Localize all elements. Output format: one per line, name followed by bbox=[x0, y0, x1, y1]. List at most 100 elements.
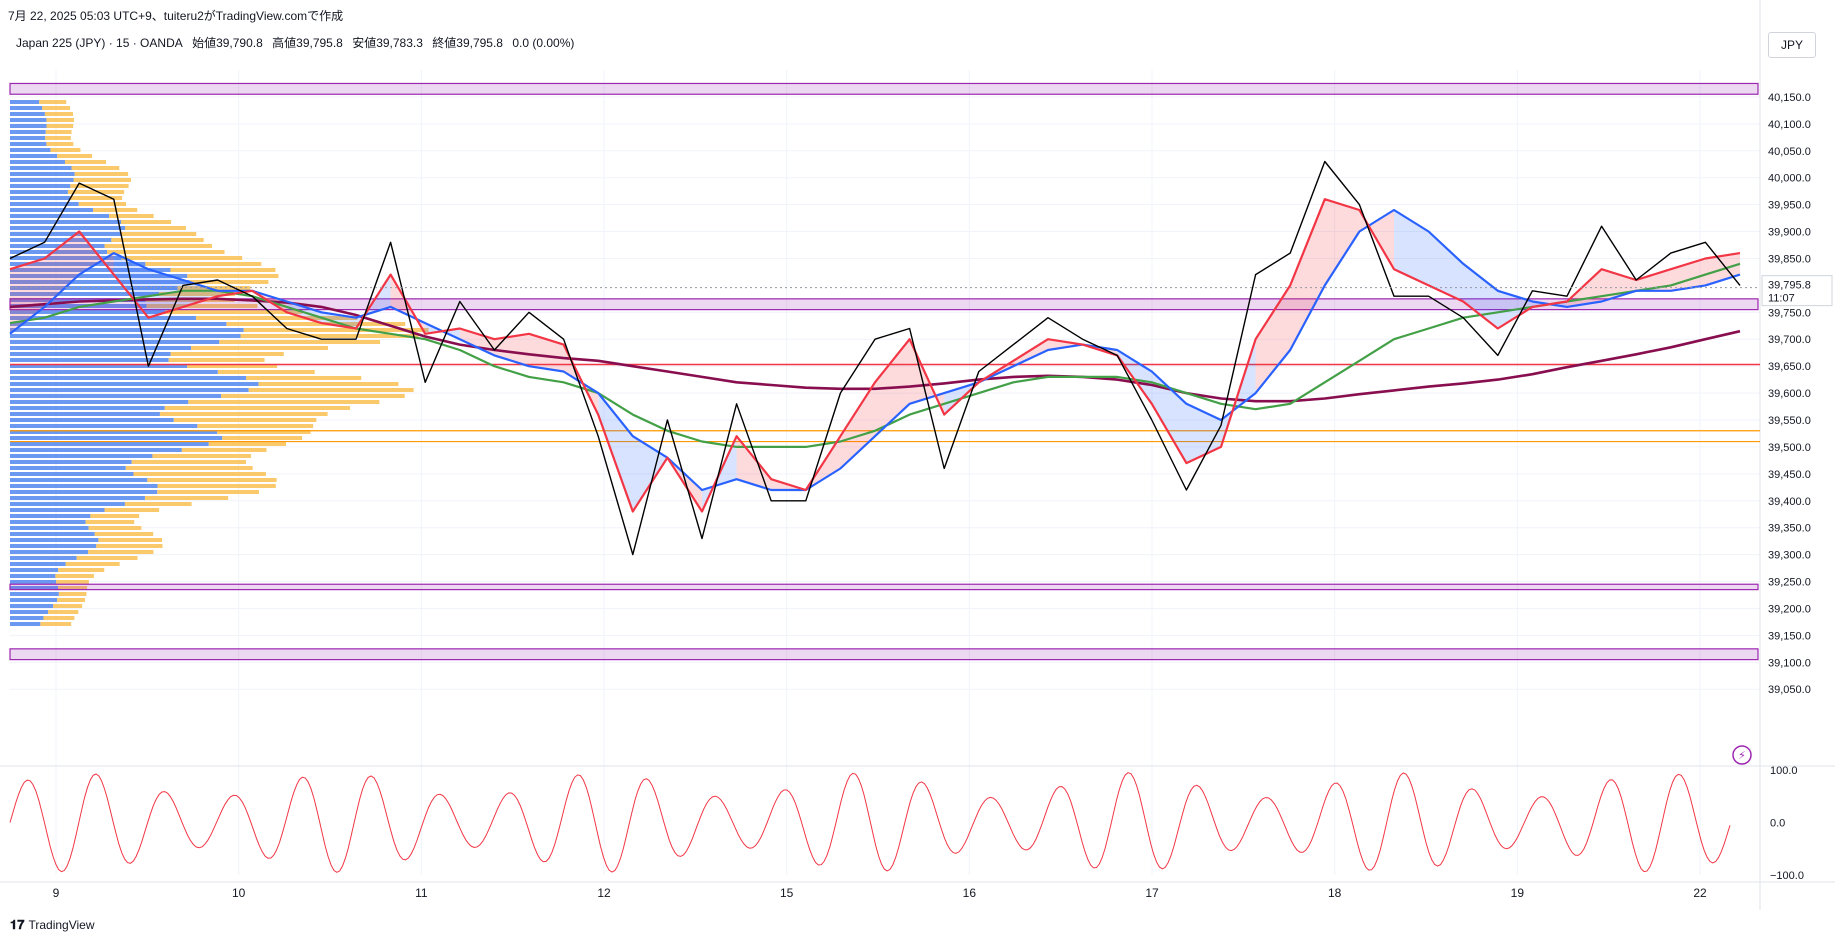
price-tick-1: 40,100.0 bbox=[1768, 119, 1811, 131]
snapshot-caption: 7月 22, 2025 05:03 UTC+9、tuiteru2がTrading… bbox=[8, 9, 344, 23]
vp-up-bar-65 bbox=[10, 490, 158, 494]
price-levels bbox=[10, 363, 1760, 443]
ma-fill-47 bbox=[1636, 269, 1671, 291]
vp-up-bar-84 bbox=[10, 604, 54, 608]
osc-tick-2: −100.0 bbox=[1770, 870, 1804, 882]
vp-down-bar-64 bbox=[157, 484, 276, 488]
currency-button[interactable]: JPY bbox=[1768, 32, 1816, 58]
vp-up-bar-79 bbox=[10, 574, 56, 578]
vp-down-bar-73 bbox=[98, 538, 163, 542]
date-tick-6: 17 bbox=[1145, 886, 1159, 900]
vp-up-bar-46 bbox=[10, 376, 247, 380]
vp-up-bar-56 bbox=[10, 436, 223, 440]
vp-down-bar-43 bbox=[168, 358, 265, 362]
date-tick-0: 9 bbox=[53, 886, 60, 900]
price-tick-2: 40,050.0 bbox=[1768, 146, 1811, 158]
vp-down-bar-0 bbox=[39, 100, 67, 104]
vp-up-bar-54 bbox=[10, 424, 198, 428]
tv-logo-text: TradingView bbox=[28, 918, 95, 932]
ohlc-close: 終値39,795.8 bbox=[432, 36, 503, 50]
tv-logo-icon: 𝟏𝟕 bbox=[10, 917, 25, 932]
vp-up-bar-58 bbox=[10, 448, 182, 452]
ma-fill-38 bbox=[1324, 199, 1360, 286]
vp-down-bar-38 bbox=[243, 328, 429, 332]
vp-down-bar-8 bbox=[50, 148, 81, 152]
vp-down-bar-79 bbox=[55, 574, 94, 578]
vp-up-bar-8 bbox=[10, 148, 51, 152]
vp-down-bar-52 bbox=[159, 412, 328, 416]
price-tick-18: 39,200.0 bbox=[1768, 603, 1811, 615]
vp-up-bar-25 bbox=[10, 250, 107, 254]
vp-down-bar-14 bbox=[70, 184, 129, 188]
price-tick-20: 39,100.0 bbox=[1768, 657, 1811, 669]
series-line-0 bbox=[9, 160, 1741, 556]
vp-down-bar-50 bbox=[188, 400, 380, 404]
vp-up-bar-70 bbox=[10, 520, 86, 524]
vp-up-bar-4 bbox=[10, 124, 47, 128]
vp-up-bar-74 bbox=[10, 544, 97, 548]
vp-up-bar-41 bbox=[10, 346, 192, 350]
vp-down-bar-3 bbox=[46, 118, 75, 122]
vp-up-bar-87 bbox=[10, 622, 41, 626]
flash-icon[interactable]: ⚡ bbox=[1732, 745, 1752, 765]
vp-down-bar-72 bbox=[94, 532, 154, 536]
vp-up-bar-78 bbox=[10, 568, 59, 572]
vp-down-bar-31 bbox=[177, 286, 251, 290]
ma-fill-20 bbox=[702, 436, 737, 512]
date-tick-3: 12 bbox=[597, 886, 611, 900]
vp-up-bar-43 bbox=[10, 358, 169, 362]
ma-fill-34 bbox=[1186, 403, 1221, 464]
vp-down-bar-24 bbox=[104, 244, 212, 248]
vp-up-bar-77 bbox=[10, 562, 66, 566]
vp-down-bar-75 bbox=[88, 550, 154, 554]
ohlc-change: 0.0 (0.00%) bbox=[512, 36, 575, 50]
vp-up-bar-39 bbox=[10, 334, 241, 338]
vp-down-bar-35 bbox=[165, 310, 303, 314]
vp-down-bar-60 bbox=[131, 460, 246, 464]
osc-tick-1: 0.0 bbox=[1770, 818, 1785, 830]
vp-down-bar-83 bbox=[57, 598, 86, 602]
vp-up-bar-82 bbox=[10, 592, 59, 596]
price-tick-5: 39,900.0 bbox=[1768, 227, 1811, 239]
vp-up-bar-38 bbox=[10, 328, 244, 332]
ma-fill-9 bbox=[321, 312, 356, 329]
price-tick-17: 39,250.0 bbox=[1768, 577, 1811, 589]
vp-up-bar-50 bbox=[10, 400, 189, 404]
vp-down-bar-57 bbox=[208, 442, 287, 446]
vp-up-bar-52 bbox=[10, 412, 160, 416]
vp-down-bar-42 bbox=[170, 352, 284, 356]
vp-down-bar-39 bbox=[240, 334, 419, 338]
vp-down-bar-84 bbox=[53, 604, 83, 608]
ma-fill-37 bbox=[1290, 199, 1325, 350]
vp-down-bar-78 bbox=[58, 568, 105, 572]
osc-tick-0: 100.0 bbox=[1770, 765, 1798, 777]
ma-fill-17 bbox=[598, 393, 633, 512]
ma-fill-0 bbox=[10, 258, 45, 334]
ma-fill-42 bbox=[1463, 263, 1498, 329]
date-tick-1: 10 bbox=[232, 886, 246, 900]
vp-down-bar-53 bbox=[173, 418, 317, 422]
vp-up-bar-7 bbox=[10, 142, 47, 146]
vp-down-bar-46 bbox=[246, 376, 362, 380]
zone-3 bbox=[9, 648, 1759, 661]
vp-down-bar-56 bbox=[222, 436, 303, 440]
vp-up-bar-17 bbox=[10, 202, 79, 206]
vp-down-bar-12 bbox=[74, 172, 129, 176]
tradingview-logo[interactable]: 𝟏𝟕 TradingView bbox=[10, 917, 95, 933]
vp-up-bar-24 bbox=[10, 244, 105, 248]
vp-down-bar-62 bbox=[133, 472, 266, 476]
vp-down-bar-69 bbox=[90, 514, 140, 518]
vp-down-bar-37 bbox=[226, 322, 406, 326]
vp-down-bar-28 bbox=[170, 268, 276, 272]
ma-fill-33 bbox=[1151, 371, 1187, 464]
vp-down-bar-71 bbox=[88, 526, 142, 530]
vp-down-bar-20 bbox=[121, 220, 172, 224]
vp-up-bar-3 bbox=[10, 118, 47, 122]
vp-up-bar-60 bbox=[10, 460, 132, 464]
symbol-name[interactable]: Japan 225 (JPY) · 15 · OANDA bbox=[16, 36, 183, 50]
price-tick-11: 39,550.0 bbox=[1768, 415, 1811, 427]
ohlc-open: 始値39,790.8 bbox=[192, 36, 263, 50]
vp-down-bar-76 bbox=[76, 556, 138, 560]
price-tick-0: 40,150.0 bbox=[1768, 92, 1811, 104]
